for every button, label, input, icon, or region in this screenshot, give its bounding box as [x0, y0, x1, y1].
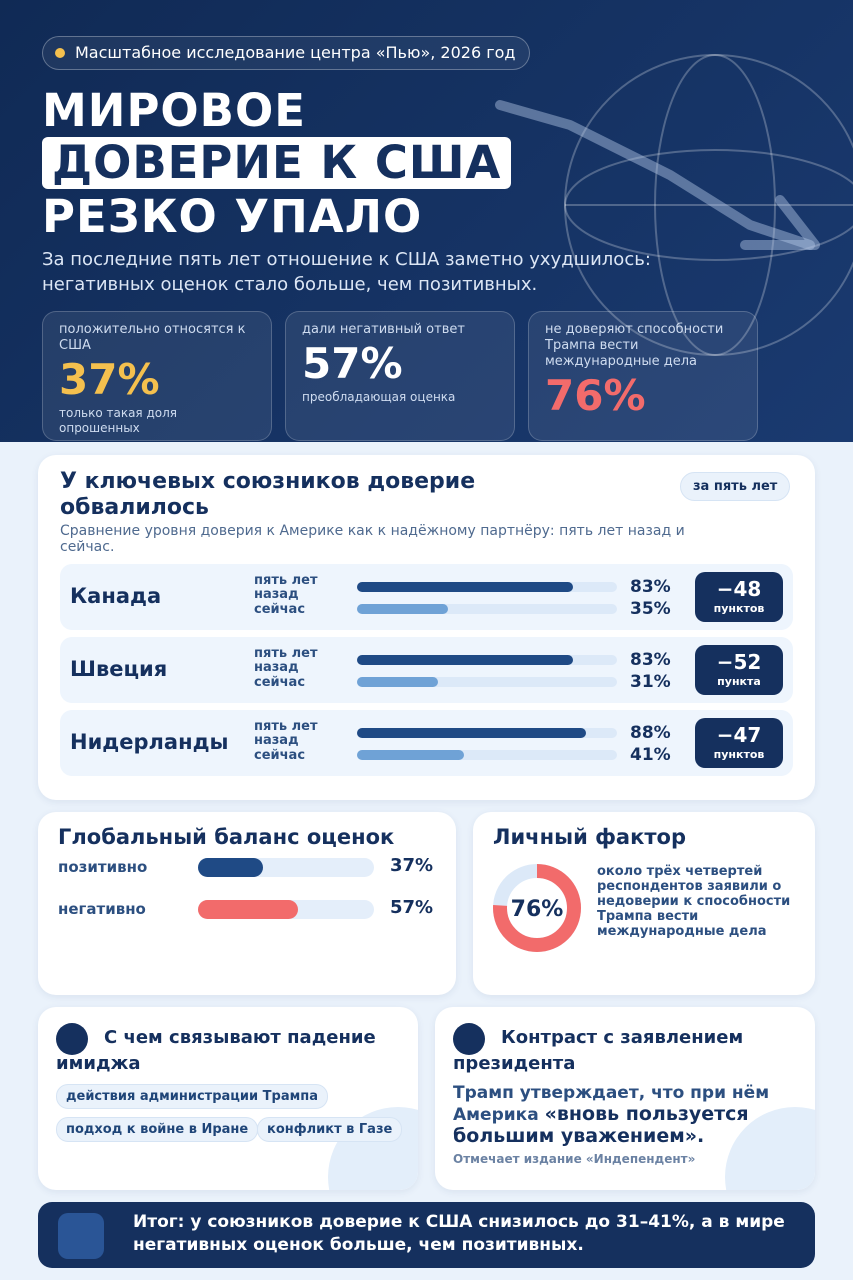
lead: За последние пять лет отношение к США за… — [42, 249, 651, 295]
donut: 76% — [493, 864, 581, 952]
change-unit: пунктов — [713, 748, 765, 761]
stat-value: 57% — [302, 339, 403, 388]
bar-label: 88% — [630, 723, 671, 743]
icon — [56, 1023, 88, 1055]
country-row: Швеция пять лет назад сейчас 83% 31% −52 пункт… — [60, 637, 793, 703]
causes-card: С чем связывают падение имиджа действия … — [38, 1007, 418, 1190]
period-label: сейчас — [254, 602, 306, 617]
balance-label: позитивно — [58, 858, 148, 876]
bar-track — [357, 604, 617, 614]
change-value: −47 — [716, 723, 762, 747]
source: Отмечает издание «Индепендент» — [453, 1152, 696, 1166]
change-badge: −48 пунктов — [695, 572, 783, 622]
allies-card: У ключевых союзников доверие обвалилось … — [38, 455, 815, 800]
bar — [357, 750, 464, 760]
stat-note: только такая доля опрошенных — [59, 406, 177, 435]
bar-label: 57% — [390, 897, 434, 918]
bar-track — [198, 858, 374, 877]
period-label: сейчас — [254, 675, 306, 690]
bar-label: 83% — [630, 650, 671, 670]
title-line: МИРОВОЕ — [42, 84, 306, 137]
change-badge: −47 пунктов — [695, 718, 783, 768]
bar-track — [198, 900, 374, 919]
cause-tag: подход к войне в Иране — [56, 1117, 259, 1142]
quote-intro: Трамп утверждает, что при нём Америка — [453, 1083, 770, 1125]
change-value: −52 — [716, 650, 762, 674]
bar-label: 31% — [630, 672, 671, 692]
bar — [357, 677, 438, 687]
bar-label: 83% — [630, 577, 671, 597]
change-value: −48 — [716, 577, 762, 601]
donut-arc — [493, 864, 581, 952]
donut-label: 76% — [511, 897, 564, 922]
bar — [198, 858, 264, 877]
contrast-card: Контраст с заявлением президента Трамп у… — [435, 1007, 815, 1190]
country-row: Нидерланды пять лет назад сейчас 88% 41% −47 п… — [60, 710, 793, 776]
card-title: Глобальный баланс оценок — [58, 825, 395, 849]
stat-value: 76% — [545, 371, 646, 420]
title-highlight: ДОВЕРИЕ К США — [42, 137, 512, 189]
badge: Масштабное исследование центра «Пью», 20… — [42, 36, 531, 70]
stat-card: положительно относятся к США 37% только та… — [42, 311, 272, 441]
period-label: пять лет назад — [254, 719, 318, 748]
card-title: У ключевых союзников доверие обвалилось — [60, 469, 476, 520]
change-unit: пункта — [717, 675, 761, 688]
period-label: сейчас — [254, 748, 306, 763]
period-label: пять лет назад — [254, 646, 318, 675]
bar — [357, 728, 586, 738]
country-row: Канада пять лет назад сейчас 83% 35% −48 пункт… — [60, 564, 793, 630]
bar-track — [357, 582, 617, 592]
bar-label: 35% — [630, 599, 671, 619]
country-name: Швеция — [70, 657, 168, 681]
country-name: Канада — [70, 584, 162, 608]
icon — [58, 1213, 104, 1259]
stat-value: 37% — [59, 355, 160, 404]
quote: Трамп утверждает, что при нём Америка «в… — [453, 1083, 783, 1148]
bar-track — [357, 750, 617, 760]
bar-label: 37% — [390, 855, 434, 876]
bar-track — [357, 677, 617, 687]
stat-card: дали негативный ответ 57% преобладающая оц… — [285, 311, 515, 441]
globe-decoration — [495, 54, 853, 356]
bar — [357, 582, 573, 592]
card-title: Контраст с заявлением президента — [453, 1027, 744, 1074]
bar — [357, 655, 573, 665]
summary: Итог: у союзников доверие к США снизилос… — [133, 1212, 785, 1255]
stat-label: положительно относятся к США — [59, 322, 246, 353]
bar — [357, 604, 448, 614]
bar-track — [357, 655, 617, 665]
stat-card: не доверяют способности Трампа вести меж… — [528, 311, 758, 441]
period-label: пять лет назад — [254, 573, 318, 602]
personal-text: около трёх четвертей респондентов заявил… — [597, 864, 791, 939]
balance-card: Глобальный баланс оценок позитивно 37% нег… — [38, 812, 456, 995]
card-title: Личный фактор — [493, 825, 686, 849]
title-line: РЕЗКО УПАЛО — [42, 190, 423, 243]
balance-label: негативно — [58, 900, 146, 918]
icon — [453, 1023, 485, 1055]
cause-tag: конфликт в Газе — [257, 1117, 403, 1142]
bar-label: 41% — [630, 745, 671, 765]
cause-tag: действия администрации Трампа — [56, 1084, 328, 1109]
period-tag: за пять лет — [680, 472, 791, 501]
card-title: С чем связывают падение имиджа — [56, 1027, 376, 1074]
header: Масштабное исследование центра «Пью», 20… — [0, 0, 853, 442]
bar-track — [357, 728, 617, 738]
change-badge: −52 пункта — [695, 645, 783, 695]
bar — [198, 900, 299, 919]
stat-note: преобладающая оценка — [302, 390, 456, 404]
stat-label: не доверяют способности Трампа вести меж… — [545, 322, 724, 369]
quote-text: «вновь пользуется большим уважением». — [453, 1103, 749, 1147]
change-unit: пунктов — [713, 602, 765, 615]
summary-bar: Итог: у союзников доверие к США снизилос… — [38, 1202, 815, 1268]
card-subtitle: Сравнение уровня доверия к Америке как к… — [60, 523, 685, 555]
personal-card: Личный фактор 76% около трёх четвертей р… — [473, 812, 815, 995]
country-name: Нидерланды — [70, 730, 229, 754]
stat-label: дали негативный ответ — [302, 322, 465, 337]
